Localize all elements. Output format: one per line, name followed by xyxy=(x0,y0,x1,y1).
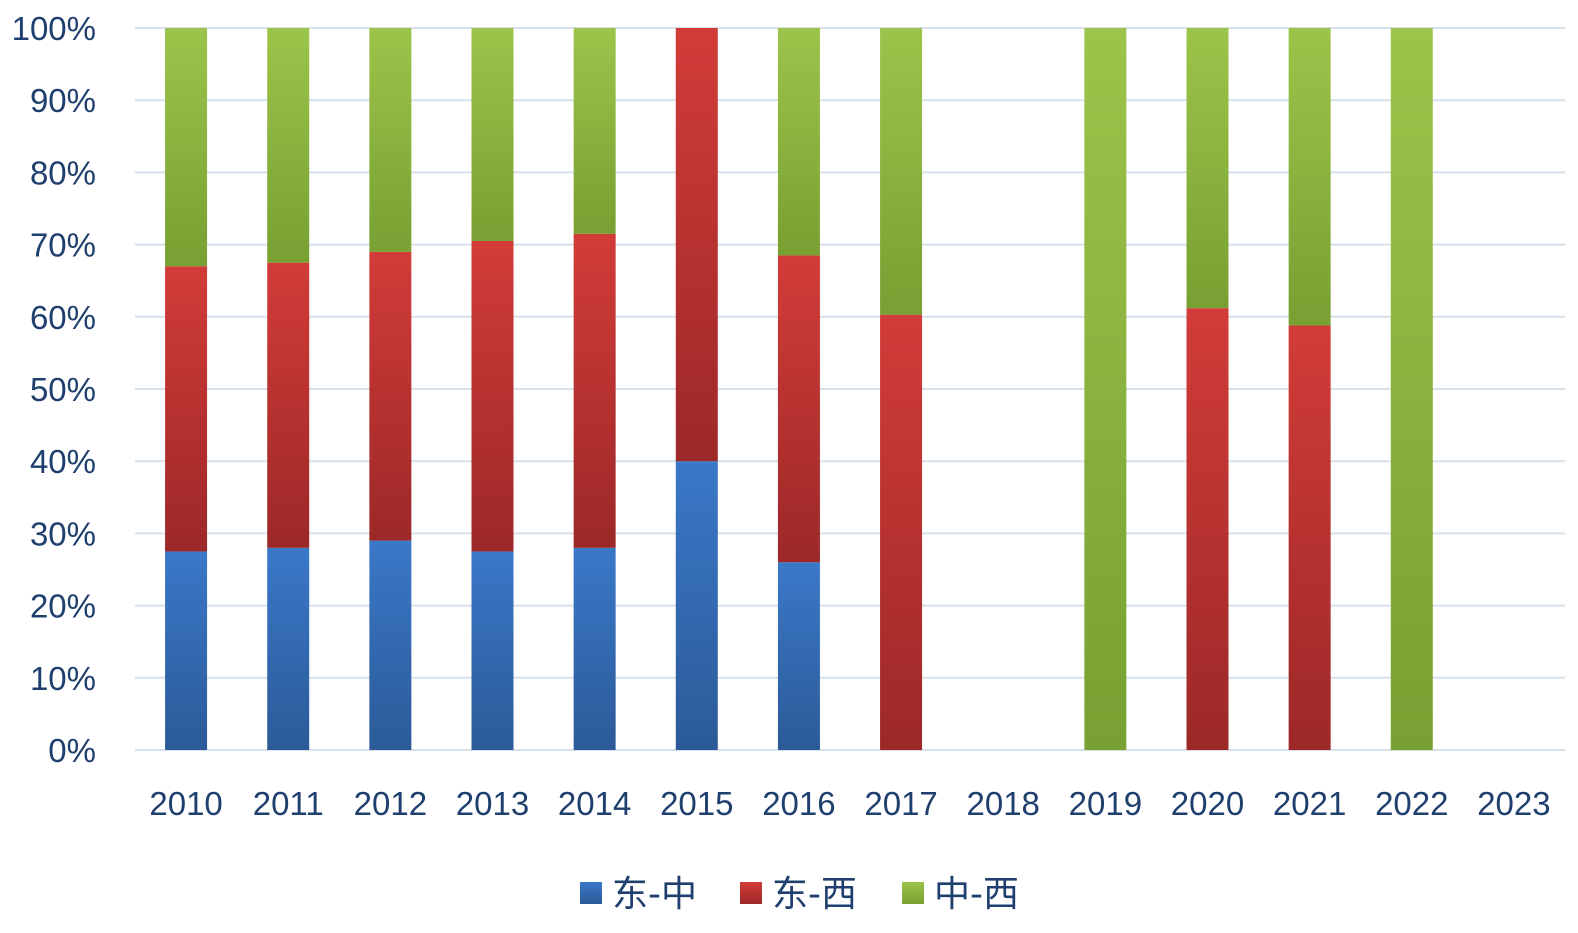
bar-segment-东-中-2016 xyxy=(777,562,820,750)
x-tick-label: 2012 xyxy=(354,785,427,822)
bar-segment-中-西-2017 xyxy=(880,28,923,315)
bar-segment-中-西-2022 xyxy=(1390,28,1433,750)
bar-segment-中-西-2011 xyxy=(267,28,310,263)
legend-swatch xyxy=(580,882,602,904)
bar-segment-东-西-2014 xyxy=(573,233,616,548)
bar-segment-东-中-2013 xyxy=(471,551,514,750)
legend-label: 东-中 xyxy=(612,874,697,915)
bar-segment-中-西-2016 xyxy=(777,28,820,256)
y-tick-label: 80% xyxy=(30,154,96,191)
y-axis: 0% 10% 20% 30% 40% 50% 60% 70% 80% 90% 100% xyxy=(12,10,96,769)
y-tick-label: 60% xyxy=(30,299,96,336)
x-tick-label: 2016 xyxy=(762,785,835,822)
bar-segment-东-中-2010 xyxy=(165,551,208,750)
bar-segment-中-西-2010 xyxy=(165,28,208,267)
x-tick-label: 2015 xyxy=(660,785,733,822)
bar-segment-中-西-2014 xyxy=(573,28,616,234)
bar-segment-中-西-2021 xyxy=(1288,28,1331,326)
bar-segment-东-西-2021 xyxy=(1288,325,1331,750)
bar-segment-中-西-2013 xyxy=(471,28,514,241)
x-tick-label: 2010 xyxy=(149,785,222,822)
y-tick-label: 10% xyxy=(30,660,96,697)
x-axis: 2010 2011 2012 2013 2014 2015 2016 2017 2018 2019… xyxy=(149,785,1550,822)
bar-segment-中-西-2020 xyxy=(1186,28,1229,309)
y-tick-label: 90% xyxy=(30,82,96,119)
bar-segment-东-中-2014 xyxy=(573,547,616,750)
x-tick-label: 2013 xyxy=(456,785,529,822)
y-tick-label: 100% xyxy=(12,10,96,47)
bar-segment-中-西-2019 xyxy=(1084,28,1127,750)
bar-segment-东-西-2020 xyxy=(1186,308,1229,750)
bar-segment-东-中-2012 xyxy=(369,540,412,750)
x-tick-label: 2017 xyxy=(864,785,937,822)
x-tick-label: 2018 xyxy=(967,785,1040,822)
x-tick-label: 2021 xyxy=(1273,785,1346,822)
bar-segment-东-西-2017 xyxy=(880,314,923,750)
bar-segment-东-西-2012 xyxy=(369,251,412,541)
x-tick-label: 2011 xyxy=(253,785,324,822)
bars xyxy=(165,28,1433,750)
x-tick-label: 2019 xyxy=(1069,785,1142,822)
y-tick-label: 30% xyxy=(30,515,96,552)
legend-swatch xyxy=(902,882,924,904)
y-tick-label: 0% xyxy=(48,732,96,769)
x-tick-label: 2014 xyxy=(558,785,631,822)
bar-segment-东-西-2010 xyxy=(165,266,208,552)
y-tick-label: 40% xyxy=(30,443,96,480)
x-tick-label: 2020 xyxy=(1171,785,1244,822)
bar-segment-东-中-2011 xyxy=(267,547,310,750)
gridlines xyxy=(135,27,1565,751)
legend-label: 中-西 xyxy=(934,874,1019,915)
legend: 东-中 东-西 中-西 xyxy=(580,874,1019,915)
bar-segment-东-西-2016 xyxy=(777,255,820,563)
bar-segment-东-中-2015 xyxy=(675,461,718,750)
x-tick-label: 2022 xyxy=(1375,785,1448,822)
bar-segment-东-西-2013 xyxy=(471,240,514,552)
x-tick-label: 2023 xyxy=(1477,785,1550,822)
y-tick-label: 70% xyxy=(30,227,96,264)
bar-segment-中-西-2012 xyxy=(369,28,412,252)
legend-swatch xyxy=(740,882,762,904)
bar-segment-东-西-2011 xyxy=(267,262,310,548)
bar-segment-东-西-2015 xyxy=(675,28,718,462)
legend-label: 东-西 xyxy=(772,874,857,915)
y-tick-label: 50% xyxy=(30,371,96,408)
y-tick-label: 20% xyxy=(30,588,96,625)
